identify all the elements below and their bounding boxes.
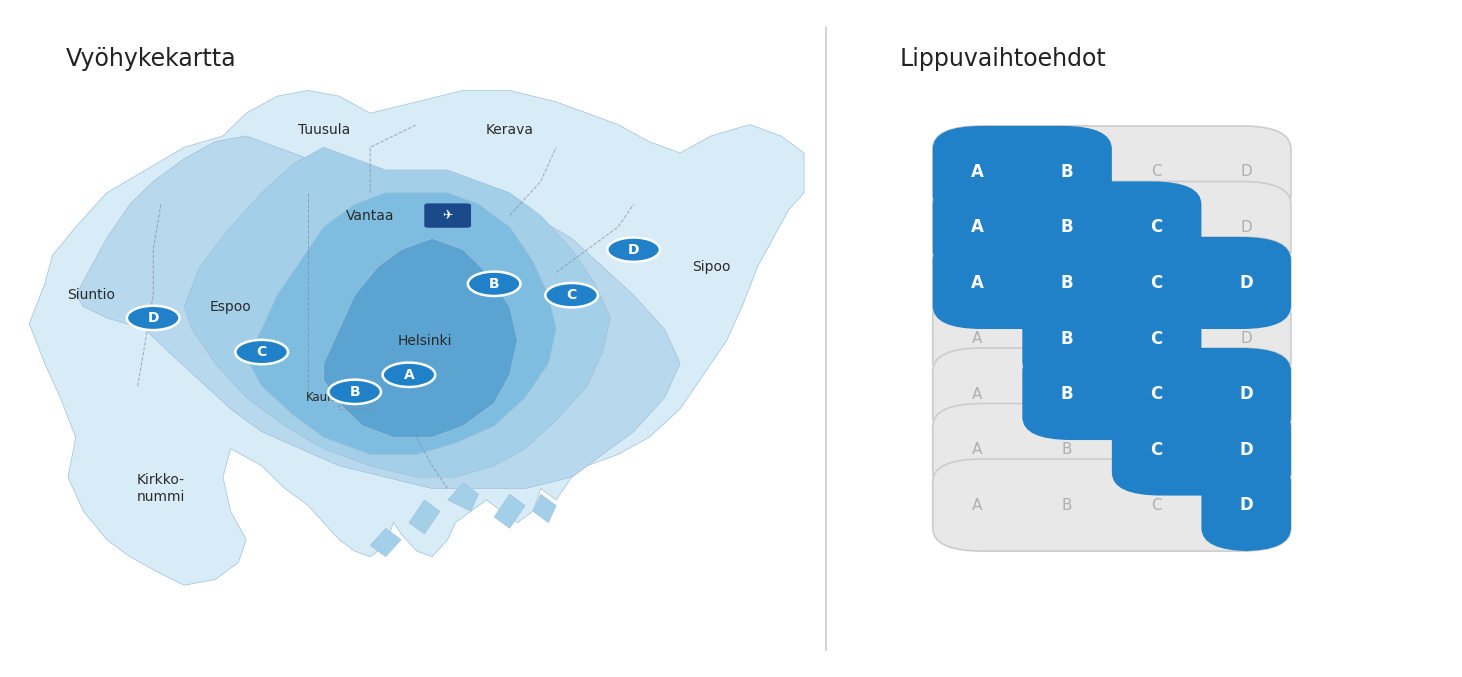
- Text: C: C: [1151, 441, 1162, 458]
- Text: B: B: [1061, 385, 1073, 403]
- Text: D: D: [627, 242, 639, 257]
- FancyBboxPatch shape: [1022, 348, 1291, 440]
- FancyBboxPatch shape: [1022, 292, 1202, 385]
- Text: B: B: [1061, 274, 1073, 292]
- Text: A: A: [972, 387, 982, 401]
- Text: B: B: [1061, 498, 1072, 512]
- FancyBboxPatch shape: [933, 348, 1291, 440]
- Text: C: C: [1151, 219, 1162, 236]
- FancyBboxPatch shape: [933, 126, 1111, 218]
- Text: Espoo: Espoo: [211, 299, 251, 313]
- Text: A: A: [972, 442, 982, 457]
- Circle shape: [329, 380, 382, 404]
- Text: D: D: [1240, 220, 1251, 235]
- Text: D: D: [1240, 496, 1253, 514]
- Circle shape: [468, 271, 520, 296]
- Text: A: A: [971, 163, 984, 181]
- Text: Tuusula: Tuusula: [298, 123, 349, 137]
- Text: Siuntio: Siuntio: [67, 288, 115, 302]
- FancyBboxPatch shape: [933, 237, 1291, 329]
- Text: C: C: [1151, 274, 1162, 292]
- Text: B: B: [488, 277, 500, 291]
- FancyBboxPatch shape: [1111, 403, 1291, 496]
- FancyBboxPatch shape: [933, 459, 1291, 551]
- FancyBboxPatch shape: [933, 237, 1291, 329]
- Text: D: D: [1240, 165, 1251, 179]
- Text: B: B: [1061, 163, 1073, 181]
- Text: Kauniainen: Kauniainen: [306, 391, 373, 404]
- FancyBboxPatch shape: [933, 181, 1291, 274]
- Text: A: A: [972, 331, 982, 346]
- Text: B: B: [349, 385, 360, 399]
- Text: ✈: ✈: [443, 209, 453, 222]
- Text: B: B: [1061, 219, 1073, 236]
- FancyBboxPatch shape: [933, 181, 1202, 274]
- Text: Kerava: Kerava: [485, 123, 534, 137]
- Text: D: D: [1240, 441, 1253, 458]
- FancyBboxPatch shape: [1202, 459, 1291, 551]
- FancyBboxPatch shape: [933, 403, 1291, 496]
- FancyBboxPatch shape: [424, 203, 471, 227]
- Polygon shape: [494, 494, 525, 528]
- Text: B: B: [1061, 442, 1072, 457]
- Text: Helsinki: Helsinki: [398, 334, 452, 348]
- FancyBboxPatch shape: [933, 126, 1291, 218]
- Polygon shape: [76, 136, 680, 489]
- Polygon shape: [370, 528, 401, 556]
- Text: C: C: [1151, 165, 1162, 179]
- Polygon shape: [534, 494, 556, 523]
- Text: Kirkko-
nummi: Kirkko- nummi: [137, 473, 186, 504]
- Text: B: B: [1061, 330, 1073, 347]
- FancyBboxPatch shape: [933, 292, 1291, 385]
- Text: Vyöhykekartta: Vyöhykekartta: [66, 47, 237, 71]
- Text: Vantaa: Vantaa: [346, 209, 395, 223]
- Text: C: C: [1151, 498, 1162, 512]
- Text: D: D: [1240, 331, 1251, 346]
- Text: C: C: [256, 345, 268, 359]
- Text: Sipoo: Sipoo: [692, 260, 731, 274]
- Polygon shape: [184, 148, 611, 477]
- Text: C: C: [1151, 385, 1162, 403]
- Text: D: D: [1240, 385, 1253, 403]
- Polygon shape: [246, 193, 556, 454]
- Polygon shape: [409, 500, 440, 534]
- Text: A: A: [972, 498, 982, 512]
- Circle shape: [545, 283, 598, 307]
- Circle shape: [383, 363, 436, 387]
- Text: A: A: [971, 274, 984, 292]
- Text: C: C: [1151, 330, 1162, 347]
- Polygon shape: [323, 238, 518, 437]
- Text: A: A: [404, 368, 414, 382]
- Circle shape: [607, 238, 659, 262]
- Text: C: C: [566, 288, 577, 302]
- Polygon shape: [447, 483, 478, 511]
- Circle shape: [235, 340, 288, 364]
- Polygon shape: [29, 91, 804, 585]
- Text: A: A: [971, 219, 984, 236]
- Text: Lippuvaihtoehdot: Lippuvaihtoehdot: [899, 47, 1105, 71]
- Text: D: D: [148, 311, 159, 325]
- Text: D: D: [1240, 274, 1253, 292]
- Circle shape: [127, 306, 180, 330]
